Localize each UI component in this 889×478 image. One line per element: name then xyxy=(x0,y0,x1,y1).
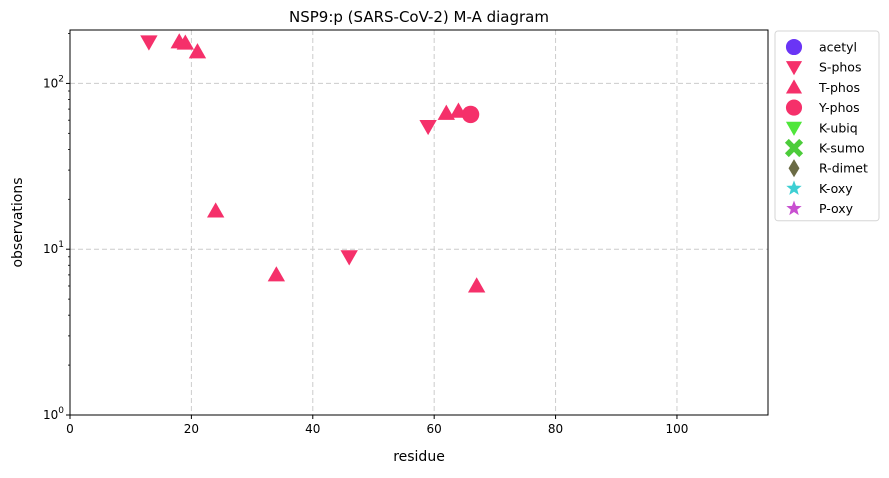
data-point-t-phos xyxy=(267,266,286,282)
y-tick-exponent: 0 xyxy=(58,406,64,416)
y-tick-exponent: 1 xyxy=(58,240,64,250)
legend-marker xyxy=(785,38,803,56)
legend: acetyl S-phos T-phos Y-phos K-ubiq K-sumo R-di… xyxy=(774,30,880,222)
legend-label: K-sumo xyxy=(819,141,865,156)
y-axis-label: observations xyxy=(10,177,26,267)
legend-marker xyxy=(788,159,800,178)
data-point-y-phos xyxy=(461,105,480,124)
legend-item: K-sumo xyxy=(784,138,865,158)
chart-title: NSP9:p (SARS-CoV-2) M-A diagram xyxy=(289,8,549,26)
legend-label: K-oxy xyxy=(819,181,853,196)
legend-item: R-dimet xyxy=(788,159,868,178)
y-tick-exponent: 2 xyxy=(58,74,64,84)
y-tick-base: 10 xyxy=(43,242,58,256)
legend-item: Y-phos xyxy=(785,99,860,116)
x-tick-label: 80 xyxy=(548,422,563,436)
data-point-t-phos xyxy=(467,277,486,293)
data-point-t-phos xyxy=(206,202,225,218)
legend-label: S-phos xyxy=(819,60,861,75)
legend-item: S-phos xyxy=(785,60,861,76)
legend-marker xyxy=(784,138,804,158)
x-tick-label: 0 xyxy=(66,422,74,436)
data-point-s-phos xyxy=(419,119,437,136)
grid xyxy=(70,30,768,415)
legend-marker xyxy=(786,200,802,216)
data-point-s-phos xyxy=(340,250,358,266)
y-tick-label: 101 xyxy=(43,240,64,256)
data-points xyxy=(140,33,486,293)
legend-label: Y-phos xyxy=(818,100,860,115)
y-tick-base: 10 xyxy=(43,408,58,422)
data-point-t-phos xyxy=(437,104,455,120)
legend-marker xyxy=(785,79,803,94)
legend-label: P-oxy xyxy=(819,201,854,216)
y-tick-label: 102 xyxy=(43,74,64,90)
legend-item: K-oxy xyxy=(786,180,853,196)
data-point-t-phos xyxy=(188,43,207,59)
plot-frame xyxy=(69,29,769,416)
x-tick-label: 40 xyxy=(305,422,320,436)
legend-item: acetyl xyxy=(785,38,857,56)
legend-marker xyxy=(785,61,803,76)
legend-label: T-phos xyxy=(818,80,860,95)
legend-marker xyxy=(786,180,802,195)
legend-item: K-ubiq xyxy=(785,120,858,136)
y-tick-base: 10 xyxy=(43,76,58,90)
x-tick-label: 60 xyxy=(427,422,442,436)
x-axis: 0 20 40 60 80 100 xyxy=(66,415,688,436)
legend-label: acetyl xyxy=(819,40,857,55)
x-tick-label: 100 xyxy=(666,422,689,436)
legend-item: P-oxy xyxy=(786,200,854,216)
legend-label: R-dimet xyxy=(819,161,868,176)
x-tick-label: 20 xyxy=(184,422,199,436)
legend-box xyxy=(774,30,880,222)
data-point-s-phos xyxy=(140,35,158,51)
legend-item: T-phos xyxy=(785,79,860,95)
data-point-t-phos xyxy=(176,34,195,50)
legend-marker xyxy=(785,121,803,136)
x-axis-label: residue xyxy=(393,449,445,465)
legend-label: K-ubiq xyxy=(819,120,858,135)
legend-marker xyxy=(785,99,803,116)
y-tick-label: 100 xyxy=(43,406,64,422)
